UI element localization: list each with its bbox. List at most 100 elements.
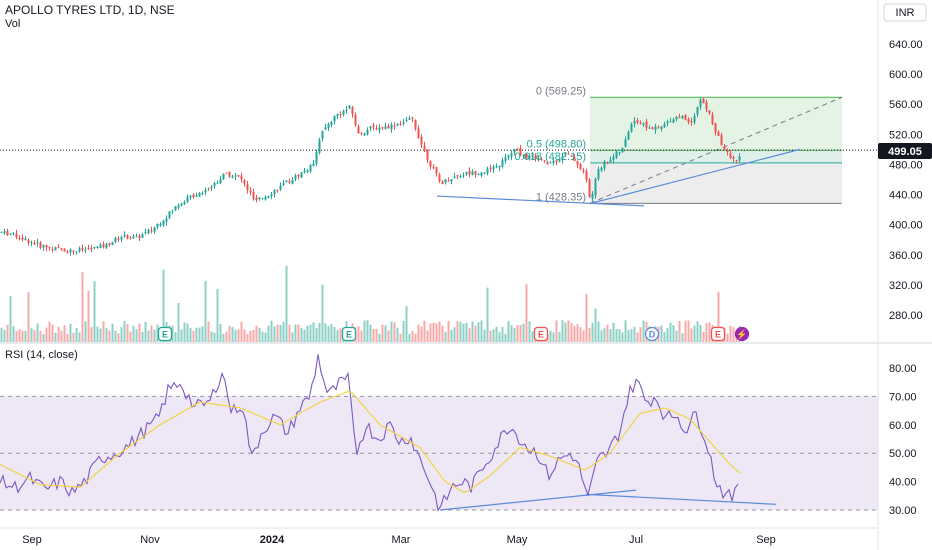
candle-body <box>24 238 27 240</box>
volume-bar <box>612 322 615 342</box>
candle-body <box>663 124 666 128</box>
candle-body <box>345 109 348 111</box>
volume-bar <box>588 327 591 342</box>
currency-box[interactable] <box>883 3 927 22</box>
candle-body <box>603 161 606 169</box>
candle-body <box>126 235 129 239</box>
rsi-tick-label: 60.00 <box>889 420 917 432</box>
candle-body <box>468 170 471 175</box>
rsi-axis[interactable]: 80.00 70.00 60.00 50.00 40.00 30.00 <box>889 363 917 517</box>
candle-body <box>591 193 594 199</box>
volume-bar <box>312 322 315 342</box>
candle-body <box>141 234 144 238</box>
volume-bar <box>282 321 285 342</box>
event-badges[interactable]: E E E D E ⚡ <box>157 326 750 342</box>
candle-body <box>315 151 318 164</box>
candle-body <box>522 154 525 157</box>
symbol-title[interactable]: APOLLO TYRES LTD, 1D, NSE <box>5 3 175 17</box>
rsi-title[interactable]: RSI (14, close) <box>5 349 78 361</box>
volume-bar <box>99 328 102 342</box>
candle-body <box>405 119 408 122</box>
volume-bar <box>627 330 630 342</box>
volume-bar <box>186 323 189 342</box>
candle-body <box>162 220 165 226</box>
candle-body <box>537 158 540 160</box>
volume-bar <box>306 325 309 342</box>
volume-bar <box>618 329 621 342</box>
candle-body <box>594 178 597 196</box>
volume-bar <box>336 329 339 342</box>
candle-body <box>696 107 699 115</box>
candle-body <box>465 172 468 175</box>
rsi-tick-label: 40.00 <box>889 477 917 489</box>
candle-body <box>615 151 618 158</box>
volume-bar <box>411 330 414 342</box>
volume-bar <box>333 326 336 342</box>
volume-bar <box>243 329 246 342</box>
volume-bar <box>132 325 135 342</box>
candle-body <box>147 229 150 234</box>
price-axis[interactable]: 640.00 600.00 560.00 520.00 480.00 440.00 400.… <box>889 39 923 322</box>
volume-bar <box>150 325 153 342</box>
volume-bar <box>660 325 663 342</box>
candlesticks[interactable] <box>0 97 741 256</box>
volume-bar <box>408 333 411 342</box>
volume-bar <box>222 333 225 342</box>
split-badge-glyph: ⚡ <box>736 329 747 341</box>
candle-body <box>285 180 288 183</box>
candle-body <box>192 194 195 198</box>
volume-bar <box>141 332 144 342</box>
candle-body <box>666 121 669 124</box>
candle-body <box>708 110 711 114</box>
candle-body <box>723 146 726 150</box>
candle-body <box>195 195 198 197</box>
volume-bar <box>708 322 711 342</box>
time-axis[interactable]: Sep Nov 2024 Mar May Jul Sep <box>22 534 776 546</box>
price-tick-label: 480.00 <box>889 159 923 171</box>
candle-body <box>417 128 420 139</box>
candle-body <box>423 145 426 151</box>
volume-bar <box>102 321 105 342</box>
rsi-ma-line <box>0 390 741 494</box>
volume-bar <box>111 323 114 342</box>
volume-bar <box>513 328 516 342</box>
volume-bar <box>21 330 24 342</box>
volume-bar <box>726 333 729 342</box>
volume-bar <box>447 320 450 342</box>
candle-body <box>720 135 723 146</box>
price-tick-label: 560.00 <box>889 99 923 111</box>
volume-bar <box>666 328 669 342</box>
candle-body <box>555 160 558 162</box>
candle-body <box>36 242 39 244</box>
volume-bar <box>291 332 294 342</box>
candle-body <box>180 203 183 206</box>
candle-body <box>177 205 180 208</box>
candle-body <box>384 126 387 130</box>
candle-body <box>318 139 321 153</box>
candle-body <box>471 171 474 175</box>
volume-bar <box>378 333 381 342</box>
volume-bar <box>126 323 129 342</box>
candle-body <box>621 148 624 153</box>
candle-body <box>435 167 438 174</box>
currency-label: INR <box>896 7 915 19</box>
trend-lines[interactable] <box>436 148 801 511</box>
fib-retracement[interactable]: 0 (569.25)0.5 (498.80)0.618 (482.15)1 (4… <box>514 85 843 204</box>
time-tick-label: Sep <box>22 534 42 546</box>
candle-body <box>282 182 285 185</box>
volume-bar <box>390 321 393 342</box>
candle-body <box>159 223 162 226</box>
candle-body <box>480 172 483 176</box>
volume-bar <box>246 333 249 342</box>
candle-body <box>690 121 693 123</box>
volume-bar <box>315 327 318 342</box>
volume-bar <box>75 327 78 342</box>
candle-body <box>447 180 450 182</box>
candle-body <box>576 161 579 165</box>
volume-bar <box>732 327 735 342</box>
candle-body <box>360 132 363 135</box>
volume-bar <box>318 322 321 342</box>
candle-body <box>255 197 258 200</box>
volume-bar <box>339 328 342 342</box>
